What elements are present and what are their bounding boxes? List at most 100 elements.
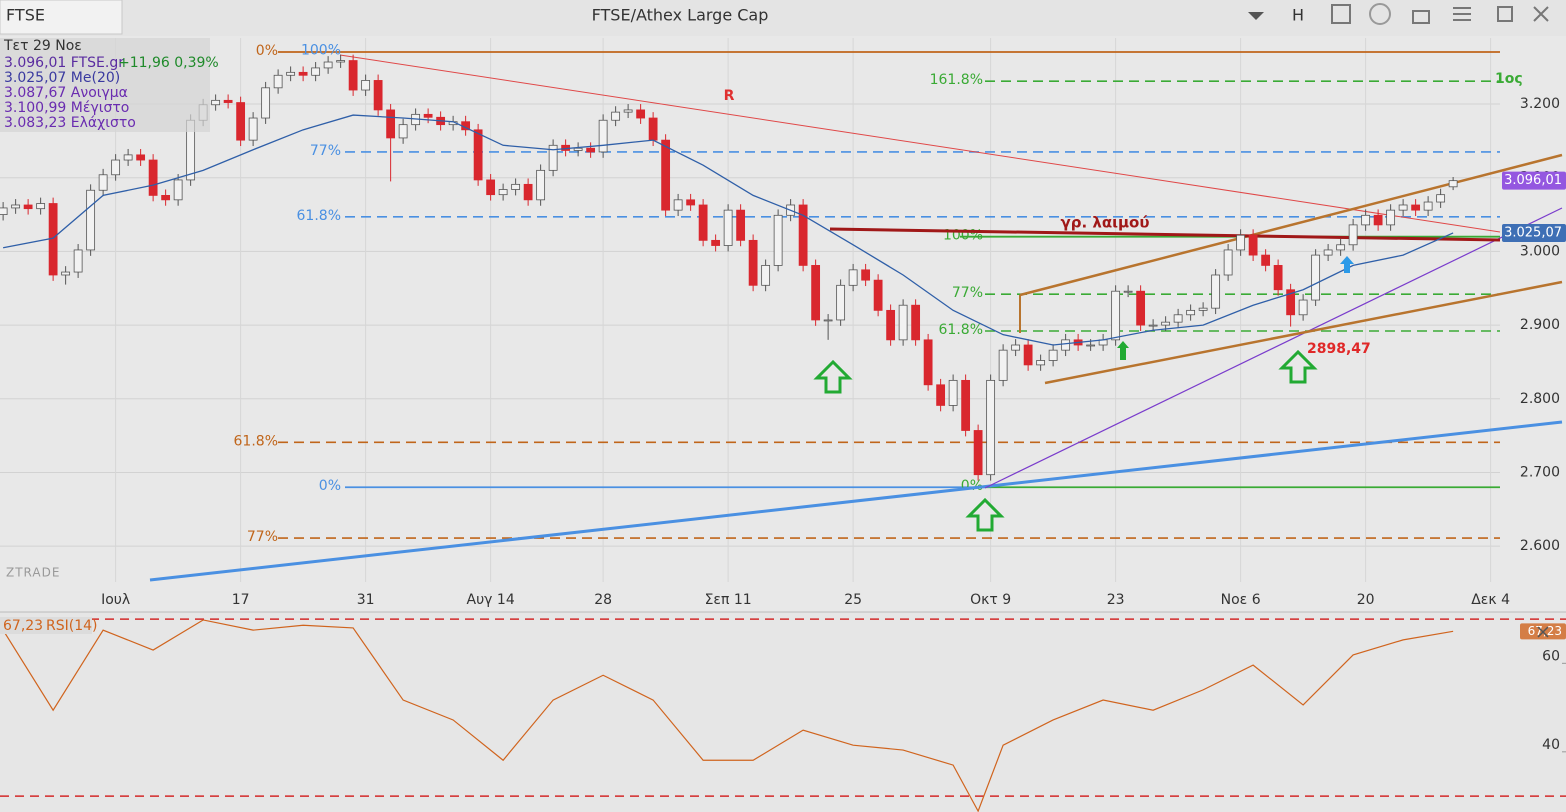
candle-body	[0, 207, 8, 215]
candle-body	[748, 239, 758, 286]
candle-body	[161, 195, 171, 201]
up-arrow	[1278, 349, 1318, 384]
info-last: 3.096,01 FTSE.gr	[4, 55, 124, 71]
candle-body	[986, 379, 996, 476]
candle-body	[473, 129, 483, 181]
candle-body	[1423, 201, 1433, 211]
y-tick-label: 60	[1542, 648, 1560, 664]
candle-body	[511, 183, 521, 190]
info-open: 3.087,67 Ανοιγμα	[4, 85, 128, 101]
candle-body	[1373, 214, 1383, 226]
candle-body	[148, 159, 158, 196]
x-tick-label: 28	[594, 592, 612, 608]
candle-body	[398, 124, 408, 139]
candle-body	[636, 109, 646, 119]
rsi-value: 67,23	[3, 618, 43, 634]
candle-body	[598, 119, 608, 153]
candle-body	[811, 265, 821, 321]
candle-body	[898, 304, 908, 341]
candle-body	[1348, 224, 1358, 246]
candle-body	[486, 179, 496, 196]
candle-body	[1136, 290, 1146, 326]
candle-body	[1173, 314, 1183, 323]
candle-body	[1086, 344, 1096, 347]
x-tick-label: 17	[232, 592, 250, 608]
candle-body	[973, 430, 983, 476]
candle-body	[36, 203, 46, 210]
x-tick-label: Οκτ 9	[970, 592, 1011, 608]
candle-body	[173, 179, 183, 201]
fib-label: 0%	[256, 43, 278, 59]
candle-body	[248, 117, 258, 141]
x-tick-label: Αυγ 14	[467, 592, 515, 608]
candle-body	[536, 169, 546, 201]
y-tick-label: 2.700	[1520, 464, 1560, 480]
candle-body	[1323, 249, 1333, 256]
candle-body	[648, 117, 658, 141]
x-tick-label: Ιουλ	[101, 592, 130, 608]
candle-body	[798, 204, 808, 266]
candle-body	[1011, 344, 1021, 351]
ma-label: 3.025,07	[1504, 225, 1562, 240]
x-tick-label: 20	[1357, 592, 1375, 608]
h-button[interactable]: H	[1292, 6, 1304, 25]
toolbar	[0, 0, 1566, 36]
candle-body	[723, 209, 733, 246]
candle-body	[823, 319, 833, 322]
icon-lock[interactable]	[1412, 10, 1430, 24]
candle-body	[948, 379, 958, 406]
candle-body	[298, 71, 308, 76]
candle-body	[1311, 254, 1321, 301]
fib-label: 61.8%	[297, 208, 341, 224]
candle-body	[773, 214, 783, 266]
candle-body	[373, 80, 383, 111]
candle-body	[611, 111, 621, 121]
candle-body	[1361, 214, 1371, 226]
candle-body	[1411, 204, 1421, 211]
candle-body	[998, 349, 1008, 381]
icon-menu[interactable]	[1453, 7, 1471, 21]
dropdown[interactable]	[1248, 12, 1264, 20]
candle-body	[386, 109, 396, 139]
candle-body	[573, 147, 583, 151]
candle-body	[1061, 339, 1071, 351]
candle-body	[1448, 180, 1458, 188]
fib-label: 0%	[319, 478, 341, 494]
candle-body	[1223, 249, 1233, 276]
candle-body	[1286, 289, 1296, 316]
y-tick-label: 3.200	[1520, 96, 1560, 112]
candle-body	[1386, 209, 1396, 226]
icon-quote[interactable]	[1369, 3, 1391, 25]
candle-body	[761, 265, 771, 286]
fib-label: 0%	[961, 478, 983, 494]
info-date: Τετ 29 Νοε	[3, 38, 82, 54]
info-low: 3.083,23 Ελάχιστο	[4, 115, 136, 131]
candle-body	[1161, 321, 1171, 326]
candle-body	[548, 144, 558, 171]
rsi-close[interactable]	[1537, 626, 1549, 638]
candle-body	[498, 189, 508, 196]
icon-close[interactable]	[1533, 6, 1549, 22]
symbol-input[interactable]	[0, 0, 123, 35]
annotation-neckline: γρ. λαιμού	[1061, 214, 1150, 232]
last-price-tag	[1502, 171, 1566, 190]
x-tick-label: Νοε 6	[1221, 592, 1261, 608]
candle-body	[73, 249, 83, 273]
candle-body	[1273, 265, 1283, 291]
annotation-r: R	[724, 88, 735, 104]
window-title: FTSE/Athex Large Cap	[592, 6, 769, 25]
candle-body	[61, 271, 71, 276]
fib-label: 161.8%	[930, 72, 983, 88]
candle-body	[736, 209, 746, 241]
icon-restore[interactable]	[1497, 6, 1513, 22]
icon-panel[interactable]	[1331, 4, 1351, 24]
neckline	[829, 227, 1501, 242]
info-box	[0, 38, 210, 132]
symbol[interactable]: FTSE	[6, 6, 45, 25]
candle-body	[111, 159, 121, 176]
x-tick-label: Δεκ 4	[1471, 592, 1510, 608]
candle-body	[86, 189, 96, 251]
candle-body	[311, 67, 321, 76]
candle-body	[223, 99, 233, 103]
